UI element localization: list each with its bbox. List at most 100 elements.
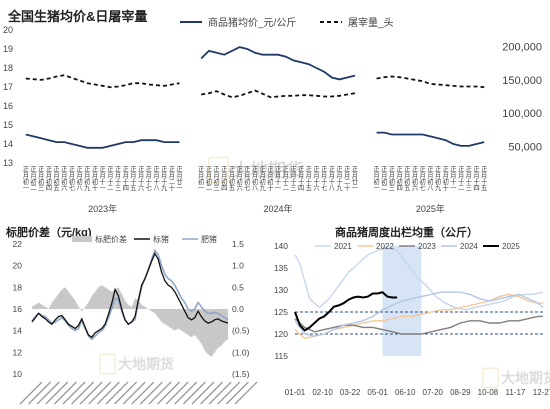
x-category-label: 正月二十	[169, 165, 175, 192]
y-tick-label: 115	[274, 351, 288, 361]
x-tick-mark	[157, 381, 181, 405]
x-category-label: 正月十一	[450, 165, 457, 192]
x-category-label: 正月初五	[53, 165, 59, 192]
series-line-price	[25, 133, 180, 149]
x-tick-mark	[105, 381, 129, 405]
x-tick-mark	[36, 381, 60, 405]
legend-label-2025: 2025	[502, 242, 520, 251]
x-tick-mark	[53, 381, 77, 405]
x-year-label: 2023年	[88, 203, 117, 214]
x-category-label: 正月初一	[373, 165, 380, 192]
watermark-logo-icon	[99, 353, 116, 375]
x-category-label: 正月十五	[306, 165, 312, 192]
watermark-text: 大地期货	[232, 159, 304, 180]
x-category-label: 正月十三	[115, 165, 121, 192]
x-tick-mark	[234, 381, 258, 405]
weight-chart-svg: 115 120 125 130 135 140 01-01 02-10 03-22 05-01 06…	[274, 241, 550, 397]
x-tick-mark	[96, 381, 120, 405]
x-category-label: 正月初九	[260, 165, 267, 192]
y-tick-label: 120	[274, 329, 288, 339]
x-category-label: 正月二十	[344, 165, 350, 192]
x-tick-label: 02-10	[312, 388, 333, 397]
series-line-2024	[294, 291, 544, 337]
x-category-label: 正月初十	[267, 165, 273, 192]
left-y-tick-label: 18	[3, 63, 13, 73]
legend-label-price: 商品猪均价_元/公斤	[208, 16, 296, 29]
x-category-label: 正月初五	[229, 165, 235, 192]
weight-chart-panel: 商品猪周度出栏均重（公斤） 115 120 125 130 135 140 01-01 02-…	[274, 222, 550, 409]
x-tick-mark	[45, 381, 69, 405]
x-category-label: 正月初六	[236, 165, 242, 192]
spread-chart-title: 标肥价差（元/kg)	[6, 227, 92, 239]
x-category-label: 正月初一	[23, 165, 30, 192]
series-line-2021	[294, 247, 544, 311]
right-y-tick-label: 1.5	[232, 239, 244, 249]
left-y-tick-label: 13	[3, 158, 13, 168]
x-tick-mark	[225, 381, 249, 405]
left-y-tick-label: 20	[13, 261, 23, 271]
legend-label-2021: 2021	[334, 242, 352, 251]
right-y-tick-label: (1.0)	[232, 347, 250, 357]
watermark-text: 大地期货	[501, 370, 550, 386]
watermark-logo-icon	[207, 156, 230, 184]
legend-label-fat-hog: 肥猪	[201, 234, 217, 244]
x-tick-label: 01-01	[285, 388, 306, 397]
x-category-label: 正月初九	[435, 165, 442, 192]
x-tick-mark	[79, 381, 103, 405]
left-y-tick-label: 15	[3, 120, 13, 130]
legend-label-spread: 标肥价差	[95, 234, 127, 244]
right-y-tick-label: 0.0	[232, 304, 244, 314]
x-tick-mark	[28, 381, 52, 405]
legend-label-2024: 2024	[460, 242, 478, 251]
legend-label-slaughter: 屠宰量_头	[348, 16, 394, 29]
right-y-tick-label: 1.0	[232, 261, 244, 271]
x-category-label: 正月十七	[146, 165, 152, 192]
spread-chart-svg: 10 12 14 16 18 20 22 1.5 1.0 0.5 0.0 (0.5) (1.0) (1.5…	[13, 234, 258, 405]
x-tick-mark	[114, 381, 138, 405]
x-tick-mark	[122, 381, 146, 405]
x-category-label: 正月初四	[46, 165, 52, 192]
x-category-label: 正月十五	[130, 165, 136, 192]
x-category-label: 正月十二	[283, 165, 289, 192]
series-line-slaughter	[201, 89, 356, 99]
x-tick-mark	[182, 381, 206, 405]
legend-label-2022: 2022	[376, 242, 394, 251]
series-line-price	[200, 46, 356, 81]
x-category-label: 正月十九	[336, 165, 343, 192]
top-chart-panel: 全国生猪均价&日屠宰量 13 14 15 16 17 18 19 20 50,000 100,00…	[3, 9, 542, 214]
x-category-label: 正月初七	[244, 165, 250, 192]
x-category-label: 正月十九	[161, 165, 168, 192]
x-category-label: 正月十二	[458, 165, 464, 192]
left-y-tick-label: 22	[13, 239, 23, 249]
x-category-label: 正月初四	[221, 165, 227, 192]
x-tick-mark	[88, 381, 112, 405]
watermark-logo-icon	[482, 367, 499, 389]
y-tick-label: 135	[274, 263, 288, 273]
x-category-label: 正月初七	[420, 165, 426, 192]
x-category-label: 正月十八	[153, 165, 160, 192]
top-chart-svg: 13 14 15 16 17 18 19 20 50,000 100,000 150,000 200,…	[3, 16, 542, 214]
right-y-tick-label: 100,000	[502, 108, 542, 120]
x-category-label: 正月初七	[69, 165, 75, 192]
x-category-label: 正月廿一	[176, 165, 183, 192]
y-tick-label: 125	[274, 307, 288, 317]
x-category-label: 正月初三	[213, 165, 219, 192]
x-category-label: 正月初六	[61, 165, 67, 192]
x-tick-mark	[71, 381, 95, 405]
x-category-label: 正月十一	[100, 165, 107, 192]
x-year-label: 2025年	[416, 203, 445, 214]
x-category-label: 正月初二	[30, 165, 36, 192]
x-category-label: 正月十一	[275, 165, 282, 192]
x-category-label: 正月十四	[123, 165, 129, 192]
x-category-label: 正月初八	[427, 165, 434, 192]
watermark: 大地期货	[99, 353, 174, 375]
x-tick-mark	[62, 381, 86, 405]
left-y-tick-label: 16	[13, 304, 23, 314]
x-category-label: 正月十六	[138, 165, 144, 192]
x-tick-mark	[19, 381, 43, 405]
series-line-slaughter	[376, 75, 485, 89]
x-category-label: 正月初三	[389, 165, 395, 192]
x-tick-mark	[208, 381, 232, 405]
watermark: 大地期货	[207, 156, 304, 184]
legend-swatch-spread	[72, 236, 92, 242]
